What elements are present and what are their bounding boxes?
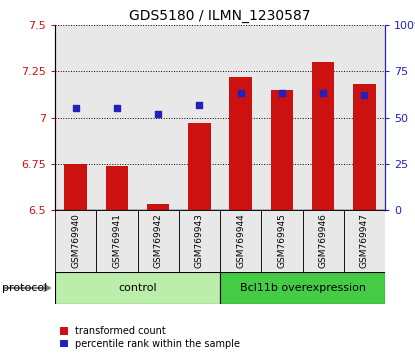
- Bar: [344, 210, 385, 272]
- Text: GSM769942: GSM769942: [154, 213, 163, 268]
- Bar: [137, 25, 179, 210]
- Text: GSM769944: GSM769944: [236, 213, 245, 268]
- Point: [114, 105, 120, 111]
- Text: GSM769941: GSM769941: [112, 213, 121, 268]
- Text: GSM769943: GSM769943: [195, 213, 204, 268]
- Bar: [353, 84, 376, 210]
- Text: GSM769945: GSM769945: [277, 213, 286, 268]
- Bar: [55, 272, 220, 304]
- Title: GDS5180 / ILMN_1230587: GDS5180 / ILMN_1230587: [129, 8, 311, 23]
- Bar: [229, 77, 252, 210]
- Bar: [179, 25, 220, 210]
- Bar: [261, 210, 303, 272]
- Bar: [64, 164, 87, 210]
- Bar: [96, 25, 137, 210]
- Text: Bcl11b overexpression: Bcl11b overexpression: [239, 283, 366, 293]
- Point: [278, 91, 285, 96]
- Bar: [261, 25, 303, 210]
- Bar: [344, 25, 385, 210]
- Bar: [147, 205, 169, 210]
- Bar: [220, 210, 261, 272]
- Bar: [105, 166, 128, 210]
- Text: GSM769946: GSM769946: [319, 213, 327, 268]
- Text: GSM769940: GSM769940: [71, 213, 80, 268]
- Point: [196, 102, 203, 107]
- Bar: [179, 210, 220, 272]
- Text: control: control: [118, 283, 157, 293]
- Point: [237, 91, 244, 96]
- Bar: [220, 25, 261, 210]
- Point: [361, 92, 368, 98]
- Bar: [312, 62, 334, 210]
- Bar: [303, 25, 344, 210]
- Legend: transformed count, percentile rank within the sample: transformed count, percentile rank withi…: [60, 326, 240, 349]
- Point: [320, 91, 327, 96]
- Text: protocol: protocol: [2, 283, 47, 293]
- Bar: [55, 25, 96, 210]
- Bar: [220, 272, 385, 304]
- Bar: [55, 210, 96, 272]
- Point: [72, 105, 79, 111]
- Bar: [303, 210, 344, 272]
- Bar: [188, 123, 211, 210]
- Bar: [137, 210, 179, 272]
- Bar: [271, 90, 293, 210]
- Point: [155, 111, 161, 116]
- Bar: [96, 210, 137, 272]
- Text: GSM769947: GSM769947: [360, 213, 369, 268]
